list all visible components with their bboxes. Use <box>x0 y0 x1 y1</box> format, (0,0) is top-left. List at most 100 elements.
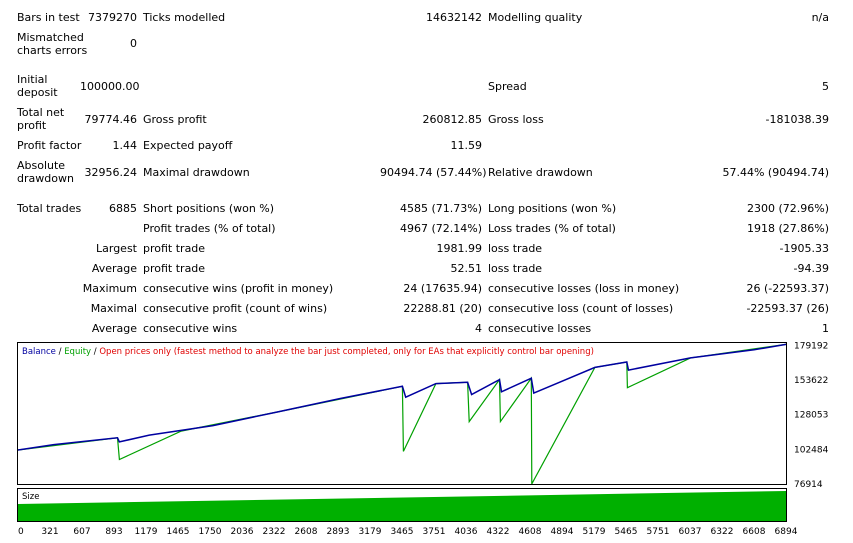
y-tick-label: 153622 <box>794 376 828 386</box>
long-positions-value: 2300 (72.96%) <box>746 202 829 215</box>
x-tick-label: 893 <box>105 527 122 537</box>
x-tick-label: 1465 <box>167 527 190 537</box>
legend-modelling-note: Open prices only (fastest method to anal… <box>99 347 594 357</box>
x-tick-label: 0 <box>18 527 24 537</box>
report-table: Bars in test 7379270 Ticks modelled 1463… <box>17 11 829 335</box>
maximum-label: Maximum <box>82 282 137 295</box>
average2-label: Average <box>91 322 137 335</box>
x-tick-label: 607 <box>73 527 90 537</box>
total-trades-label: Total trades <box>17 202 82 215</box>
bars-in-test-label: Bars in test <box>17 11 80 24</box>
modelling-quality-label: Modelling quality <box>488 11 583 24</box>
largest-profit-label: profit trade <box>143 242 206 255</box>
x-tick-label: 1179 <box>135 527 158 537</box>
profit-factor-value: 1.44 <box>112 139 138 152</box>
y-tick-label: 76914 <box>794 480 823 490</box>
avg-consec-wins-value: 4 <box>475 322 482 335</box>
legend-separator-2: / <box>91 347 99 357</box>
loss-trades-label: Loss trades (% of total) <box>488 222 616 235</box>
initial-deposit-label-2: deposit <box>17 86 58 99</box>
absolute-drawdown-label-1: Absolute <box>17 159 66 172</box>
legend-equity: Equity <box>64 347 91 357</box>
bars-in-test-value: 7379270 <box>88 11 137 24</box>
maximal-consec-loss-label: consecutive loss (count of losses) <box>488 302 674 315</box>
x-tick-label: 6608 <box>743 527 766 537</box>
x-tick-label: 4894 <box>551 527 574 537</box>
ticks-modelled-label: Ticks modelled <box>143 11 226 24</box>
x-tick-label: 3179 <box>359 527 382 537</box>
mismatched-label-1: Mismatched <box>17 31 84 44</box>
y-axis: 179192 153622 128053 102484 76914 <box>794 342 829 490</box>
short-positions-value: 4585 (71.73%) <box>399 202 482 215</box>
x-tick-label: 2608 <box>295 527 318 537</box>
loss-trades-value: 1918 (27.86%) <box>746 222 829 235</box>
maximal-consec-profit-value: 22288.81 (20) <box>403 302 482 315</box>
legend-separator-1: / <box>56 347 64 357</box>
total-net-profit-label-2: profit <box>17 119 47 132</box>
short-positions-label: Short positions (won %) <box>143 202 275 215</box>
chart-legend: Balance / Equity / Open prices only (fas… <box>22 347 594 357</box>
maximal-drawdown-value: 90494.74 (57.44%) <box>380 166 487 179</box>
x-tick-label: 3751 <box>423 527 446 537</box>
largest-label: Largest <box>96 242 137 255</box>
spread-label: Spread <box>488 80 527 93</box>
mismatched-value: 0 <box>130 37 137 50</box>
size-panel: Size <box>17 488 787 522</box>
y-tick-label: 128053 <box>794 411 828 421</box>
long-positions-label: Long positions (won %) <box>488 202 617 215</box>
x-tick-label: 5465 <box>615 527 638 537</box>
profit-trades-value: 4967 (72.14%) <box>399 222 482 235</box>
largest-profit-value: 1981.99 <box>436 242 483 255</box>
balance-equity-plot: Balance / Equity / Open prices only (fas… <box>18 343 786 484</box>
x-tick-label: 4322 <box>487 527 510 537</box>
x-axis: 0 321 607 893 1179 1465 1750 2036 2322 2608 2893 31… <box>18 527 798 537</box>
absolute-drawdown-label-2: drawdown <box>17 172 74 185</box>
maximal-consec-profit-label: consecutive profit (count of wins) <box>143 302 328 315</box>
gross-profit-label: Gross profit <box>143 113 207 126</box>
x-tick-label: 2893 <box>327 527 350 537</box>
total-net-profit-value: 79774.46 <box>84 113 138 126</box>
x-tick-label: 321 <box>41 527 58 537</box>
y-tick-label: 102484 <box>794 445 829 455</box>
avg-consec-losses-label: consecutive losses <box>488 322 592 335</box>
ticks-modelled-value: 14632142 <box>426 11 482 24</box>
profit-factor-label: Profit factor <box>17 139 82 152</box>
legend-balance: Balance <box>22 347 56 357</box>
size-plot: Size <box>18 491 786 521</box>
x-tick-label: 6322 <box>711 527 734 537</box>
x-tick-label: 5179 <box>583 527 606 537</box>
modelling-quality-value: n/a <box>811 11 829 24</box>
largest-loss-value: -1905.33 <box>779 242 829 255</box>
avg-consec-wins-label: consecutive wins <box>143 322 238 335</box>
average-label: Average <box>91 262 137 275</box>
x-tick-label: 1750 <box>199 527 222 537</box>
initial-deposit-label-1: Initial <box>17 73 48 86</box>
avg-consec-losses-value: 1 <box>822 322 829 335</box>
y-tick-label: 179192 <box>794 342 828 351</box>
max-consec-losses-value: 26 (-22593.37) <box>746 282 829 295</box>
initial-deposit-value: 100000.00 <box>80 80 140 93</box>
max-consec-wins-value: 24 (17635.94) <box>403 282 482 295</box>
relative-drawdown-label: Relative drawdown <box>488 166 593 179</box>
x-tick-label: 3465 <box>391 527 414 537</box>
balance-equity-chart: Balance / Equity / Open prices only (fas… <box>17 342 787 485</box>
x-tick-label: 4036 <box>455 527 478 537</box>
total-trades-value: 6885 <box>109 202 137 215</box>
average-loss-label: loss trade <box>488 262 543 275</box>
average-profit-label: profit trade <box>143 262 206 275</box>
x-tick-label: 6894 <box>775 527 798 537</box>
size-area <box>18 491 786 521</box>
expected-payoff-label: Expected payoff <box>143 139 233 152</box>
gross-loss-value: -181038.39 <box>765 113 829 126</box>
profit-trades-label: Profit trades (% of total) <box>143 222 276 235</box>
size-label: Size <box>22 492 39 502</box>
x-tick-label: 2036 <box>231 527 254 537</box>
balance-line <box>18 343 786 451</box>
largest-loss-label: loss trade <box>488 242 543 255</box>
x-tick-label: 6037 <box>679 527 702 537</box>
max-consec-losses-label: consecutive losses (loss in money) <box>488 282 680 295</box>
expected-payoff-value: 11.59 <box>450 139 483 152</box>
maximal-consec-loss-value: -22593.37 (26) <box>746 302 829 315</box>
gross-loss-label: Gross loss <box>488 113 544 126</box>
x-tick-label: 4608 <box>519 527 542 537</box>
